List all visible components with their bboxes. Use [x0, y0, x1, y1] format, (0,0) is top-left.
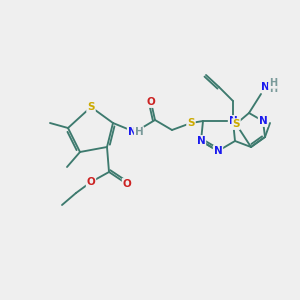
- Text: N: N: [259, 116, 267, 126]
- Text: N: N: [196, 136, 206, 146]
- Text: H: H: [135, 127, 143, 137]
- Text: N: N: [214, 146, 222, 156]
- Text: N: N: [229, 116, 237, 126]
- Text: O: O: [123, 179, 131, 189]
- Text: S: S: [187, 118, 195, 128]
- Text: S: S: [87, 102, 95, 112]
- Text: S: S: [187, 118, 195, 128]
- Text: O: O: [147, 97, 155, 107]
- Text: N: N: [214, 146, 222, 156]
- Text: O: O: [147, 97, 155, 107]
- Text: O: O: [87, 177, 95, 187]
- Text: S: S: [232, 119, 240, 129]
- Text: N: N: [229, 116, 237, 126]
- Text: S: S: [87, 102, 95, 112]
- Text: O: O: [87, 177, 95, 187]
- Text: N: N: [259, 116, 267, 126]
- Text: H: H: [269, 84, 277, 94]
- Text: O: O: [123, 179, 131, 189]
- Text: N: N: [261, 82, 269, 92]
- Text: S: S: [232, 119, 240, 129]
- Text: N: N: [196, 136, 206, 146]
- Text: H: H: [269, 78, 277, 88]
- Text: N: N: [128, 127, 136, 137]
